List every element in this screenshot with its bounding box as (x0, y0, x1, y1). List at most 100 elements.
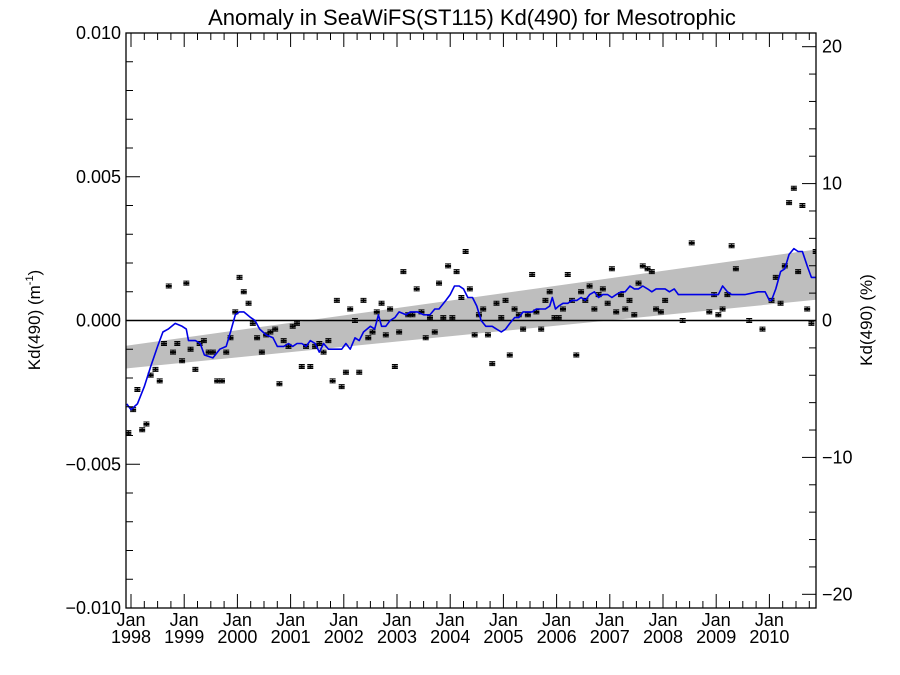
data-point (373, 309, 380, 315)
point-marker (538, 328, 545, 331)
point-marker (378, 302, 385, 305)
point-marker (183, 282, 190, 285)
point-marker (143, 423, 150, 426)
point-marker (147, 374, 154, 377)
y-tick-label: −0.010 (65, 598, 121, 618)
data-point (200, 338, 207, 344)
y2-tick-label: −10 (822, 447, 853, 467)
data-point (679, 318, 686, 323)
data-point (280, 338, 287, 344)
point-marker (179, 359, 186, 362)
data-point (728, 243, 735, 249)
point-marker (790, 187, 797, 190)
data-point (382, 332, 389, 338)
data-point (538, 326, 545, 332)
data-point (254, 335, 261, 341)
data-point (183, 280, 190, 286)
point-marker (453, 270, 460, 273)
point-marker (724, 293, 731, 296)
data-point (657, 309, 664, 315)
y2-tick-label: 10 (822, 174, 842, 194)
data-point (449, 315, 456, 321)
data-point (223, 349, 230, 355)
x-tick-label-year: 2008 (643, 627, 683, 647)
data-point (360, 297, 367, 303)
data-point (240, 289, 247, 295)
data-point (325, 338, 332, 344)
data-point (320, 349, 327, 355)
running-mean-line (126, 247, 816, 411)
point-marker (418, 310, 425, 314)
data-point (799, 203, 806, 208)
data-point (626, 297, 633, 303)
data-point (160, 341, 167, 346)
point-marker (285, 345, 292, 348)
x-tick-label-month: Jan (648, 610, 677, 630)
point-marker (493, 302, 500, 305)
point-marker (777, 302, 784, 305)
data-point (790, 185, 797, 191)
data-point (493, 300, 500, 306)
point-marker (808, 322, 815, 325)
point-marker (351, 319, 358, 322)
data-point (732, 266, 739, 272)
point-marker (298, 365, 305, 368)
data-point (426, 315, 433, 321)
point-marker (471, 333, 478, 337)
x-tick-label-month: Jan (223, 610, 252, 630)
point-marker (422, 336, 429, 339)
x-tick-label-year: 1999 (164, 627, 204, 647)
data-point (786, 200, 793, 206)
point-marker (431, 331, 438, 334)
data-point (542, 297, 549, 303)
point-marker (347, 308, 354, 311)
point-marker (240, 290, 247, 293)
point-marker (812, 250, 816, 253)
data-point (365, 335, 372, 341)
point-marker (786, 201, 793, 204)
point-marker (227, 336, 234, 339)
point-marker (449, 316, 456, 319)
point-marker (272, 328, 279, 331)
x-tick-label-year: 2009 (696, 627, 736, 647)
data-point (192, 366, 199, 372)
point-marker (462, 250, 469, 253)
point-marker (578, 290, 585, 293)
point-marker (152, 368, 159, 371)
data-point (258, 349, 265, 355)
point-marker (559, 308, 566, 311)
point-marker (396, 331, 403, 334)
data-point (400, 269, 407, 275)
data-point (484, 332, 491, 338)
point-marker (728, 244, 735, 247)
data-point (635, 280, 642, 286)
data-point (524, 312, 531, 318)
point-marker (635, 282, 642, 285)
point-marker (139, 428, 146, 431)
y-axis-title-close: ) (25, 270, 44, 276)
y-tick-label: −0.005 (65, 454, 121, 474)
point-marker (546, 290, 553, 293)
point-marker (293, 322, 300, 325)
data-point (218, 378, 225, 384)
point-marker (502, 299, 509, 302)
x-tick-label-year: 2007 (590, 627, 630, 647)
data-point (471, 332, 478, 338)
point-marker (688, 241, 695, 245)
data-point (604, 300, 611, 306)
x-tick-label-month: Jan (329, 610, 358, 630)
data-point (174, 341, 181, 346)
point-marker (524, 313, 531, 316)
data-point (466, 286, 473, 292)
point-marker (360, 299, 367, 302)
y-tick-label: 0.010 (76, 23, 121, 43)
data-point (715, 312, 722, 318)
y2-axis-title-group: Kd(490) (%) (857, 274, 876, 366)
point-marker (405, 313, 412, 316)
data-point (333, 297, 340, 303)
point-marker (365, 336, 372, 339)
point-marker (484, 333, 491, 337)
point-marker (413, 287, 420, 291)
point-marker (759, 328, 766, 331)
